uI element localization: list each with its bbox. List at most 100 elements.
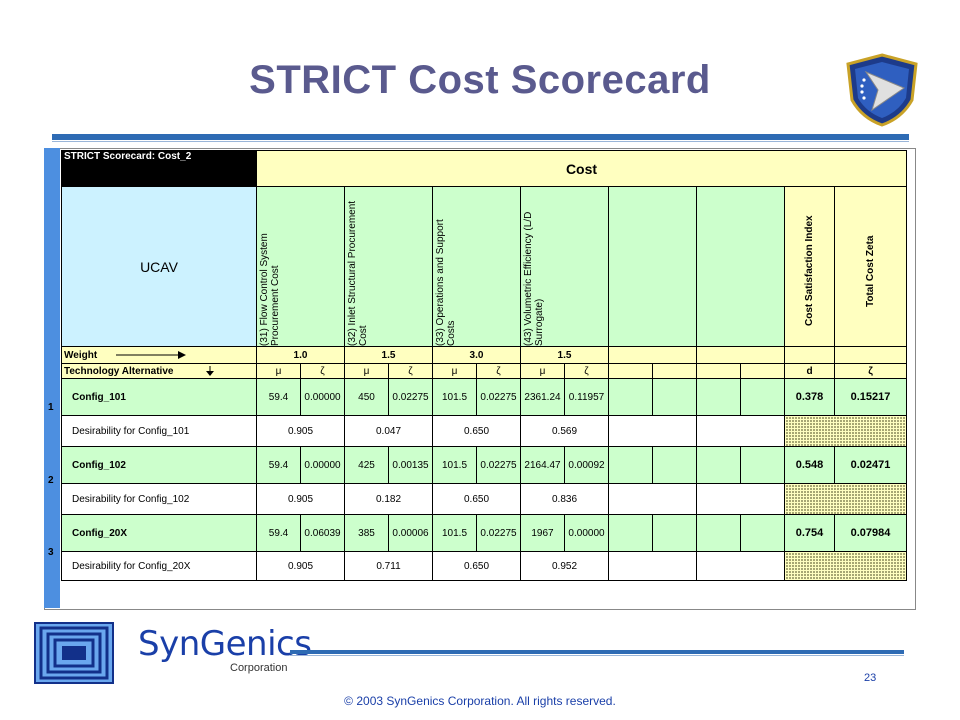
desirability-value: 0.711 (344, 551, 433, 581)
title-divider-thin (52, 141, 909, 142)
value-cell: 2164.47 (520, 446, 565, 484)
desirability-value: 0.569 (520, 415, 609, 447)
title-divider (52, 134, 909, 140)
desirability-value: 0.650 (432, 551, 521, 581)
total-zeta: 0.02471 (834, 446, 907, 484)
desirability-value: 0.182 (344, 483, 433, 515)
empty-cell (608, 363, 653, 379)
empty-cell (740, 378, 785, 416)
value-cell: 101.5 (432, 378, 477, 416)
value-cell: 59.4 (256, 446, 301, 484)
value-cell: 425 (344, 446, 389, 484)
weight-value-empty (608, 346, 697, 364)
desirability-value: 0.650 (432, 483, 521, 515)
empty-cell (696, 514, 741, 552)
row-number: 1 (48, 402, 54, 413)
satisfaction-index: 0.754 (784, 514, 835, 552)
mu-header: μ (256, 363, 301, 379)
afrl-seal-icon (846, 53, 918, 127)
mu-header: μ (432, 363, 477, 379)
weight-value: 1.0 (256, 346, 345, 364)
weight-value: 3.0 (432, 346, 521, 364)
scorecard-name: STRICT Scorecard: Cost_2 (61, 150, 257, 187)
criterion-header: (32) Inlet Structural Procurement Cost (344, 186, 433, 347)
d-header: d (784, 363, 835, 379)
weight-label: Weight (64, 349, 98, 361)
criterion-label: (43) Volumetric Efficiency (L/D Surrogat… (523, 211, 545, 346)
dotted-fill (784, 551, 907, 581)
empty-cell (608, 415, 697, 447)
dotted-fill (784, 415, 907, 447)
value-cell: 0.00092 (564, 446, 609, 484)
empty-cell (652, 378, 697, 416)
empty-cell (740, 363, 785, 379)
value-cell: 59.4 (256, 378, 301, 416)
empty-cell (608, 551, 697, 581)
value-cell: 101.5 (432, 514, 477, 552)
empty-cell (696, 446, 741, 484)
value-cell: 0.00006 (388, 514, 433, 552)
total-zeta: 0.07984 (834, 514, 907, 552)
empty-cell (696, 363, 741, 379)
empty-cell (652, 514, 697, 552)
summary-label: Cost Satisfaction Index (804, 215, 815, 327)
criterion-label: (33) Operations and Support Costs (435, 219, 457, 346)
desirability-value: 0.836 (520, 483, 609, 515)
weight-value: 1.5 (520, 346, 609, 364)
desirability-label: Desirability for Config_20X (61, 551, 257, 581)
system-label: UCAV (61, 186, 257, 347)
summary-header: Cost Satisfaction Index (784, 186, 835, 347)
row-number: 2 (48, 475, 54, 486)
mu-header: μ (344, 363, 389, 379)
brand-name: SynGenics (138, 624, 312, 664)
empty-cell (608, 514, 653, 552)
criterion-header: (43) Volumetric Efficiency (L/D Surrogat… (520, 186, 609, 347)
value-cell: 0.00000 (300, 446, 345, 484)
arrow-right-icon (115, 350, 186, 359)
desirability-value: 0.905 (256, 551, 345, 581)
dotted-fill (784, 483, 907, 515)
empty-cell (696, 378, 741, 416)
value-cell: 0.02275 (476, 378, 521, 416)
empty-cell (696, 415, 785, 447)
summary-header: Total Cost Zeta (834, 186, 907, 347)
tech-label: Technology Alternative (64, 365, 174, 377)
value-cell: 450 (344, 378, 389, 416)
zeta-header: ζ (300, 363, 345, 379)
empty-cell (696, 551, 785, 581)
empty-cell (696, 483, 785, 515)
desirability-value: 0.952 (520, 551, 609, 581)
empty-cell (740, 514, 785, 552)
row-number: 3 (48, 547, 54, 558)
desirability-value: 0.047 (344, 415, 433, 447)
footer-divider (290, 650, 904, 654)
desirability-value: 0.905 (256, 415, 345, 447)
weight-value: 1.5 (344, 346, 433, 364)
criterion-header: (33) Operations and Support Costs (432, 186, 521, 347)
value-cell: 385 (344, 514, 389, 552)
scorecard-table: STRICT Scorecard: Cost_2 Cost UCAV (31) … (61, 150, 907, 581)
criterion-label: (32) Inlet Structural Procurement Cost (347, 200, 369, 346)
criterion-header-empty (608, 186, 697, 347)
page-number: 23 (864, 672, 877, 684)
empty-cell (608, 446, 653, 484)
alternative-name: Config_101 (61, 378, 257, 416)
value-cell: 59.4 (256, 514, 301, 552)
summary-label: Total Cost Zeta (865, 235, 876, 307)
empty-cell (608, 378, 653, 416)
value-cell: 1967 (520, 514, 565, 552)
syngenics-logo-icon (34, 622, 114, 684)
value-cell: 0.00135 (388, 446, 433, 484)
arrow-down-icon (206, 365, 215, 376)
criterion-header: (31) Flow Control System Procurement Cos… (256, 186, 345, 347)
weight-value-empty (696, 346, 785, 364)
desirability-value: 0.650 (432, 415, 521, 447)
brand-subtitle: Corporation (230, 662, 288, 674)
alternative-name: Config_102 (61, 446, 257, 484)
criterion-header-empty (696, 186, 785, 347)
value-cell: 0.02275 (476, 514, 521, 552)
desirability-value: 0.905 (256, 483, 345, 515)
desirability-label: Desirability for Config_102 (61, 483, 257, 515)
copyright-notice: © 2003 SynGenics Corporation. All rights… (344, 694, 616, 708)
empty-cell (652, 446, 697, 484)
